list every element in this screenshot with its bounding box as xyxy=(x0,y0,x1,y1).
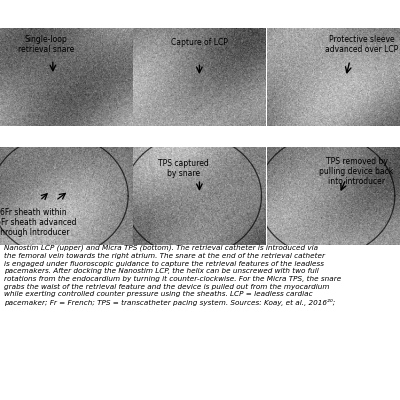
Text: Retrieval of LCP: Retrieval of LCP xyxy=(4,13,98,22)
Text: Retrieval of TPS: Retrieval of TPS xyxy=(4,132,99,142)
Text: 6Fr sheath within
8.5Fr sheath advanced
through Introducer: 6Fr sheath within 8.5Fr sheath advanced … xyxy=(0,208,77,237)
Text: Nanostim LCP (upper) and Micra TPS (bottom). The retrieval catheter is introduce: Nanostim LCP (upper) and Micra TPS (bott… xyxy=(4,245,341,306)
Text: Protective sleeve
advanced over LCP: Protective sleeve advanced over LCP xyxy=(325,35,398,54)
Text: TPS removed by
pulling device back
into introducer: TPS removed by pulling device back into … xyxy=(319,157,394,186)
Text: Single-loop
retrieval snare: Single-loop retrieval snare xyxy=(18,35,74,54)
Text: Capture of LCP: Capture of LCP xyxy=(171,38,228,47)
Text: TPS captured
by snare: TPS captured by snare xyxy=(158,158,209,178)
